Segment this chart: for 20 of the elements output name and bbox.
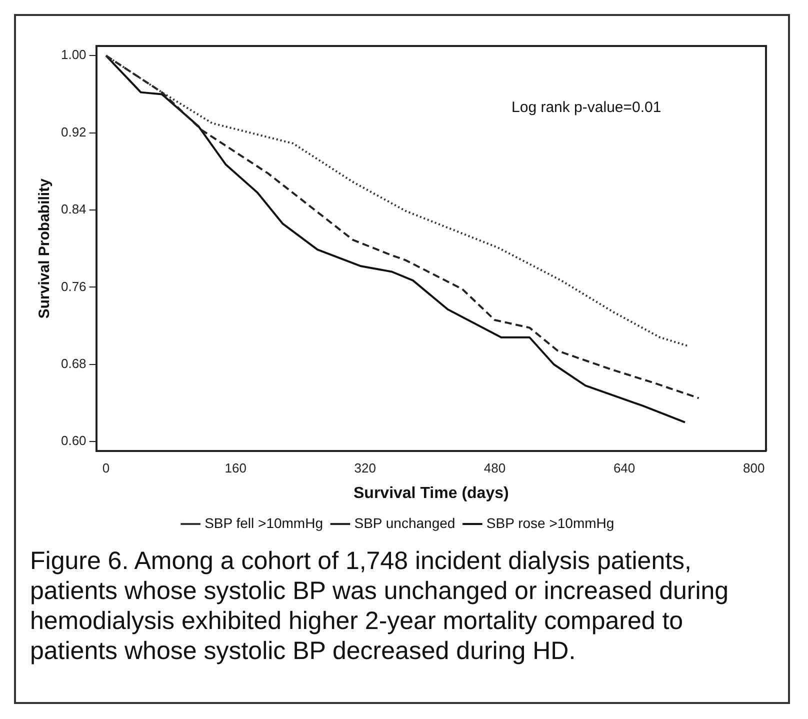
line-series (105, 54, 690, 348)
x-tick-label: 320 (354, 460, 376, 476)
y-tick-label: 1.00 (60, 47, 86, 62)
y-tick-label: 0.84 (60, 202, 86, 217)
y-axis-title: Survival Probability (36, 178, 54, 319)
legend-label: SBP unchanged (354, 514, 456, 531)
annotation: Log rank p-value=0.01 (512, 99, 662, 116)
y-tick-label: 0.68 (60, 356, 86, 371)
x-tick-label: 160 (224, 460, 246, 476)
x-tick-label: 480 (484, 460, 506, 476)
x-tick-label: 800 (743, 460, 765, 476)
y-tick-label: 0.92 (60, 124, 86, 140)
y-tick-label: 0.60 (60, 433, 86, 448)
x-tick-label: 0 (102, 460, 110, 476)
legend-label: SBP fell >10mmHg (204, 514, 323, 531)
caption: Figure 6. Among a cohort of 1,748 incident dialysis patients, patients whose systolic BP was unchanged or increased during hemodialysis exhibited higher 2-year mortality compared to patients whose systolic BP decreased during HD. (30, 546, 730, 666)
x-tick-label: 640 (613, 460, 636, 476)
x-axis-title: Survival Time (days) (353, 484, 509, 502)
y-tick-label: 0.76 (60, 278, 86, 294)
legend-label: SBP rose >10mmHg (486, 514, 614, 531)
